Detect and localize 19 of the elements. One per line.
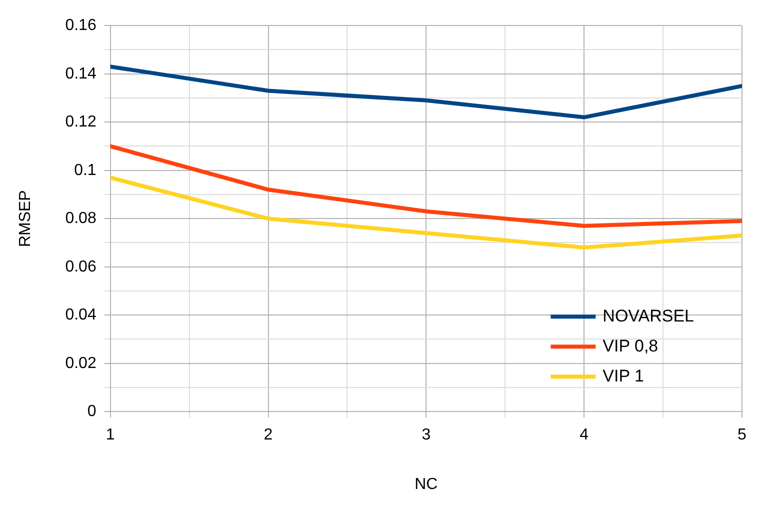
legend-label: VIP 0,8	[602, 336, 658, 356]
y-tick-label: 0.1	[74, 162, 96, 179]
y-tick-label: 0	[87, 403, 96, 420]
legend-label: VIP 1	[602, 366, 644, 386]
x-tick-label: 4	[580, 426, 589, 444]
x-axis-title: NC	[414, 476, 438, 493]
y-tick-label: 0.06	[65, 258, 96, 276]
y-tick-label: 0.14	[65, 65, 96, 82]
y-tick-label: 0.04	[65, 306, 96, 324]
y-tick-label: 0.08	[65, 210, 96, 228]
x-tick-label: 1	[106, 426, 115, 444]
x-tick-label: 3	[422, 426, 431, 444]
y-tick-label: 0.12	[65, 114, 96, 131]
y-tick-label: 0.16	[65, 17, 96, 34]
y-axis-title: RMSEP	[17, 190, 34, 248]
legend-label: NOVARSEL	[602, 306, 694, 326]
x-tick-label: 2	[264, 426, 273, 444]
y-tick-label: 0.02	[65, 354, 96, 372]
x-tick-label: 5	[738, 426, 747, 444]
